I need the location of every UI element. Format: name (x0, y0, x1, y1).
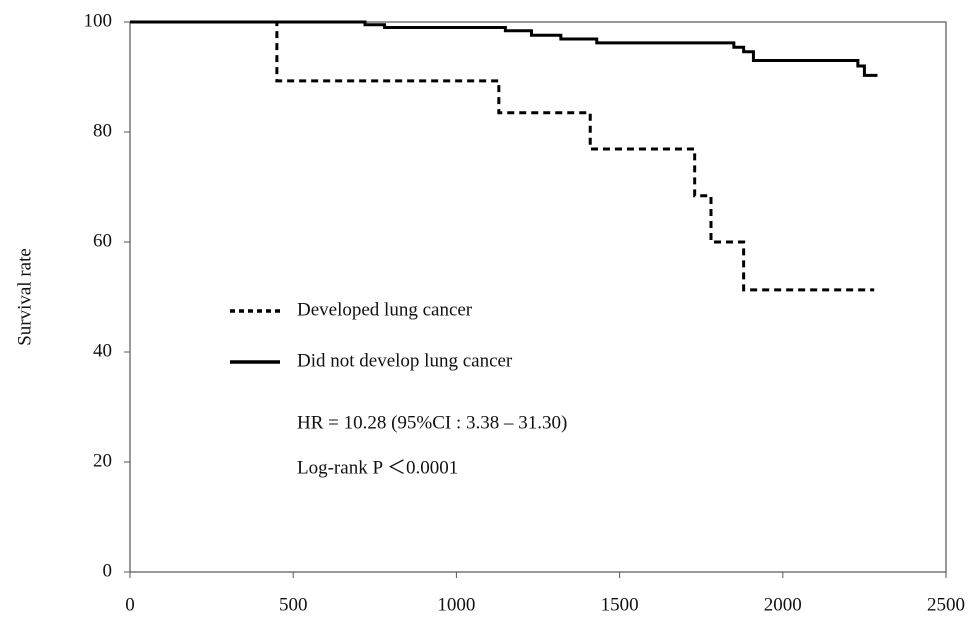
x-tick-label: 0 (125, 594, 135, 615)
y-tick-label: 0 (103, 560, 113, 581)
plot-frame (129, 21, 947, 573)
x-tick-label: 1000 (437, 594, 475, 615)
survival-curve (130, 20, 878, 77)
annotation: HR = 10.28 (95%CI : 3.38 – 31.30) (297, 412, 567, 433)
y-tick-label: 40 (93, 340, 112, 361)
x-tick-label: 2000 (764, 594, 802, 615)
y-axis-label: Survival rate (14, 248, 35, 346)
x-tick-label: 1500 (601, 594, 639, 615)
y-tick-label: 60 (93, 230, 112, 251)
y-tick-label: 100 (84, 10, 113, 31)
annotation: Log-rank P ＜0.0001 (297, 457, 458, 478)
x-tick-label: 500 (279, 594, 308, 615)
y-tick-label: 80 (93, 120, 112, 141)
survival-curve (130, 20, 875, 292)
legend-label: Did not develop lung cancer (297, 350, 513, 371)
x-tick-label: 2500 (927, 594, 965, 615)
legend-label: Developed lung cancer (297, 299, 473, 320)
y-tick-label: 20 (93, 450, 112, 471)
